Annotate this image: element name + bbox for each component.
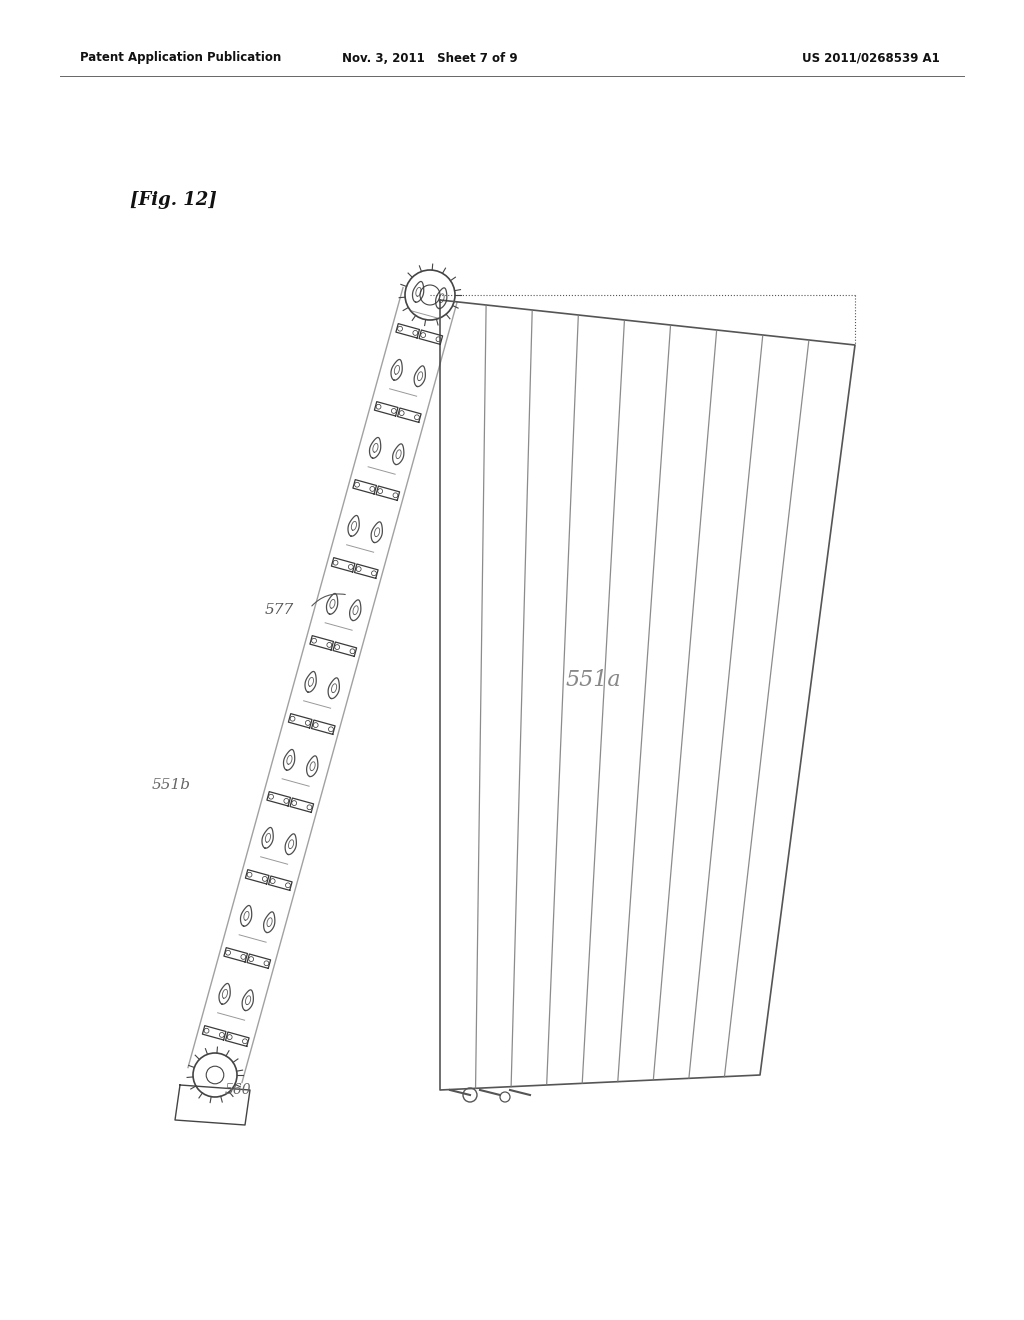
Text: [Fig. 12]: [Fig. 12]	[130, 191, 217, 209]
Text: US 2011/0268539 A1: US 2011/0268539 A1	[802, 51, 940, 65]
Text: 577: 577	[265, 603, 294, 616]
Text: Nov. 3, 2011   Sheet 7 of 9: Nov. 3, 2011 Sheet 7 of 9	[342, 51, 518, 65]
Text: Patent Application Publication: Patent Application Publication	[80, 51, 282, 65]
Text: 551b: 551b	[152, 777, 191, 792]
Text: 551a: 551a	[565, 669, 621, 690]
Text: 560: 560	[225, 1082, 252, 1097]
